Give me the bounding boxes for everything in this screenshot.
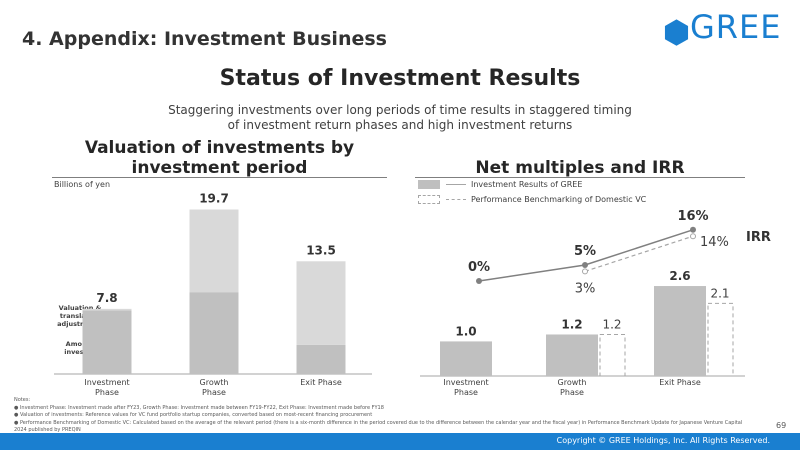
right-bar-3-gree-label: 2.6 — [669, 269, 690, 283]
unit-label: Billions of yen — [54, 180, 111, 189]
left-category-1-line-2: Phase — [95, 388, 119, 397]
note-item-3-text: Performance Benchmarking of Domestic VC:… — [14, 419, 743, 434]
legend-dashed-label: Performance Benchmarking of Domestic VC — [471, 195, 647, 204]
note-item-2-text: Valuation of investments: Reference valu… — [19, 412, 373, 418]
segment-label-valuation-line-1: Valuation & — [58, 304, 102, 312]
irr-line-vc — [584, 235, 694, 272]
segment-label-valuation: Valuation & translation adjustments — [50, 304, 110, 328]
segment-label-invested-line-1: Amount — [65, 340, 95, 348]
right-bar-3-vc-label: 2.1 — [710, 286, 729, 300]
legend-solid-swatch — [418, 180, 440, 189]
subtitle-line-1: Staggering investments over long periods… — [168, 103, 632, 117]
left-bar-2-total-label: 19.7 — [199, 192, 229, 206]
right-bar-3-gree — [654, 286, 706, 376]
segment-label-valuation-line-2: translation — [59, 312, 101, 320]
legend-solid-line — [446, 184, 466, 185]
note-item-3: ● Performance Benchmarking of Domestic V… — [14, 419, 743, 434]
irr-label-gree-3: 16% — [677, 209, 708, 224]
logo-hexagon-icon — [664, 19, 689, 46]
gree-logo — [664, 19, 689, 46]
left-bar-2-valuation — [189, 209, 239, 293]
note-item-1-text: Investment Phase: Investment made after … — [19, 404, 384, 411]
irr-label-vc-2: 3% — [575, 281, 596, 296]
copyright: Copyright © GREE Holdings, Inc. All Righ… — [556, 436, 770, 445]
left-panel-title: Valuation of investments by investment p… — [52, 138, 387, 178]
irr-label-gree-2: 5% — [574, 244, 596, 259]
note-item-1: ● Investment Phase: Investment made afte… — [14, 404, 384, 411]
subtitle-line-2: of investment return phases and high inv… — [227, 118, 573, 132]
segment-label-valuation-line-3: adjustments — [57, 320, 103, 328]
left-bar-1-valuation — [82, 308, 132, 311]
notes: Notes: ● Investment Phase: Investment ma… — [14, 397, 754, 435]
subtitle: Staggering investments over long periods… — [100, 103, 700, 133]
main-title: Status of Investment Results — [219, 66, 581, 91]
legend-dashed: Performance Benchmarking of Domestic VC — [418, 195, 646, 204]
right-category-1-line-2: Phase — [454, 388, 478, 397]
logo-text: GREE — [690, 8, 782, 46]
right-bar-1-gree — [440, 341, 492, 376]
left-bar-1-invested — [82, 310, 132, 374]
irr-point-gree-3 — [690, 226, 696, 233]
notes-heading: Notes: — [14, 397, 31, 403]
left-panel-rule — [52, 177, 387, 178]
left-bar-3-total-label: 13.5 — [306, 243, 336, 257]
right-category-1-line-1: Investment — [443, 378, 488, 387]
left-panel-title-line-2: investment period — [131, 158, 308, 178]
right-bar-2-vc — [599, 333, 626, 377]
right-bar-3-vc — [707, 302, 734, 377]
right-panel-title: Net multiples and IRR — [475, 158, 685, 178]
footer-bar: Copyright © GREE Holdings, Inc. All Righ… — [0, 433, 800, 450]
left-category-1-line-1: Investment — [84, 378, 129, 387]
page-number: 69 — [776, 421, 787, 430]
section-title: 4. Appendix: Investment Business — [22, 28, 387, 50]
left-bar-1-total-label: 7.8 — [96, 291, 117, 305]
irr-point-vc-3 — [690, 233, 696, 240]
right-category-3-line-1: Exit Phase — [659, 378, 701, 387]
left-panel-title-line-1: Valuation of investments by — [84, 138, 355, 158]
legend-solid: Investment Results of GREE — [418, 180, 582, 189]
irr-axis-label: IRR — [746, 230, 771, 245]
right-category-2-line-2: Phase — [560, 388, 584, 397]
irr-point-gree-1 — [476, 278, 482, 284]
segment-label-invested-line-2: invested — [64, 348, 96, 356]
left-category-2-line-1: Growth — [200, 378, 229, 387]
left-bar-3-valuation — [296, 261, 346, 345]
legend-solid-label: Investment Results of GREE — [471, 180, 583, 189]
right-bar-2-gree — [546, 334, 598, 376]
right-category-2-line-1: Growth — [558, 378, 587, 387]
note-item-2: ● Valuation of investments: Reference va… — [14, 412, 373, 418]
irr-point-gree-2 — [582, 262, 588, 268]
right-panel-rule — [415, 177, 745, 178]
legend-dashed-swatch — [418, 195, 440, 204]
irr-point-vc-2 — [582, 268, 588, 275]
left-bar-3-invested — [296, 344, 346, 374]
right-bar-2-vc-label: 1.2 — [602, 317, 621, 331]
irr-label-gree-1: 0% — [468, 260, 490, 275]
irr-label-vc-3: 14% — [700, 235, 729, 250]
left-category-2-line-2: Phase — [202, 388, 226, 397]
segment-label-invested: Amount invested — [50, 340, 110, 356]
left-bar-2-invested — [189, 292, 239, 374]
right-bar-1-gree-label: 1.0 — [455, 324, 476, 338]
legend-dashed-line — [446, 199, 466, 200]
right-bar-2-gree-label: 1.2 — [561, 317, 582, 331]
left-category-3-line-1: Exit Phase — [300, 378, 342, 387]
